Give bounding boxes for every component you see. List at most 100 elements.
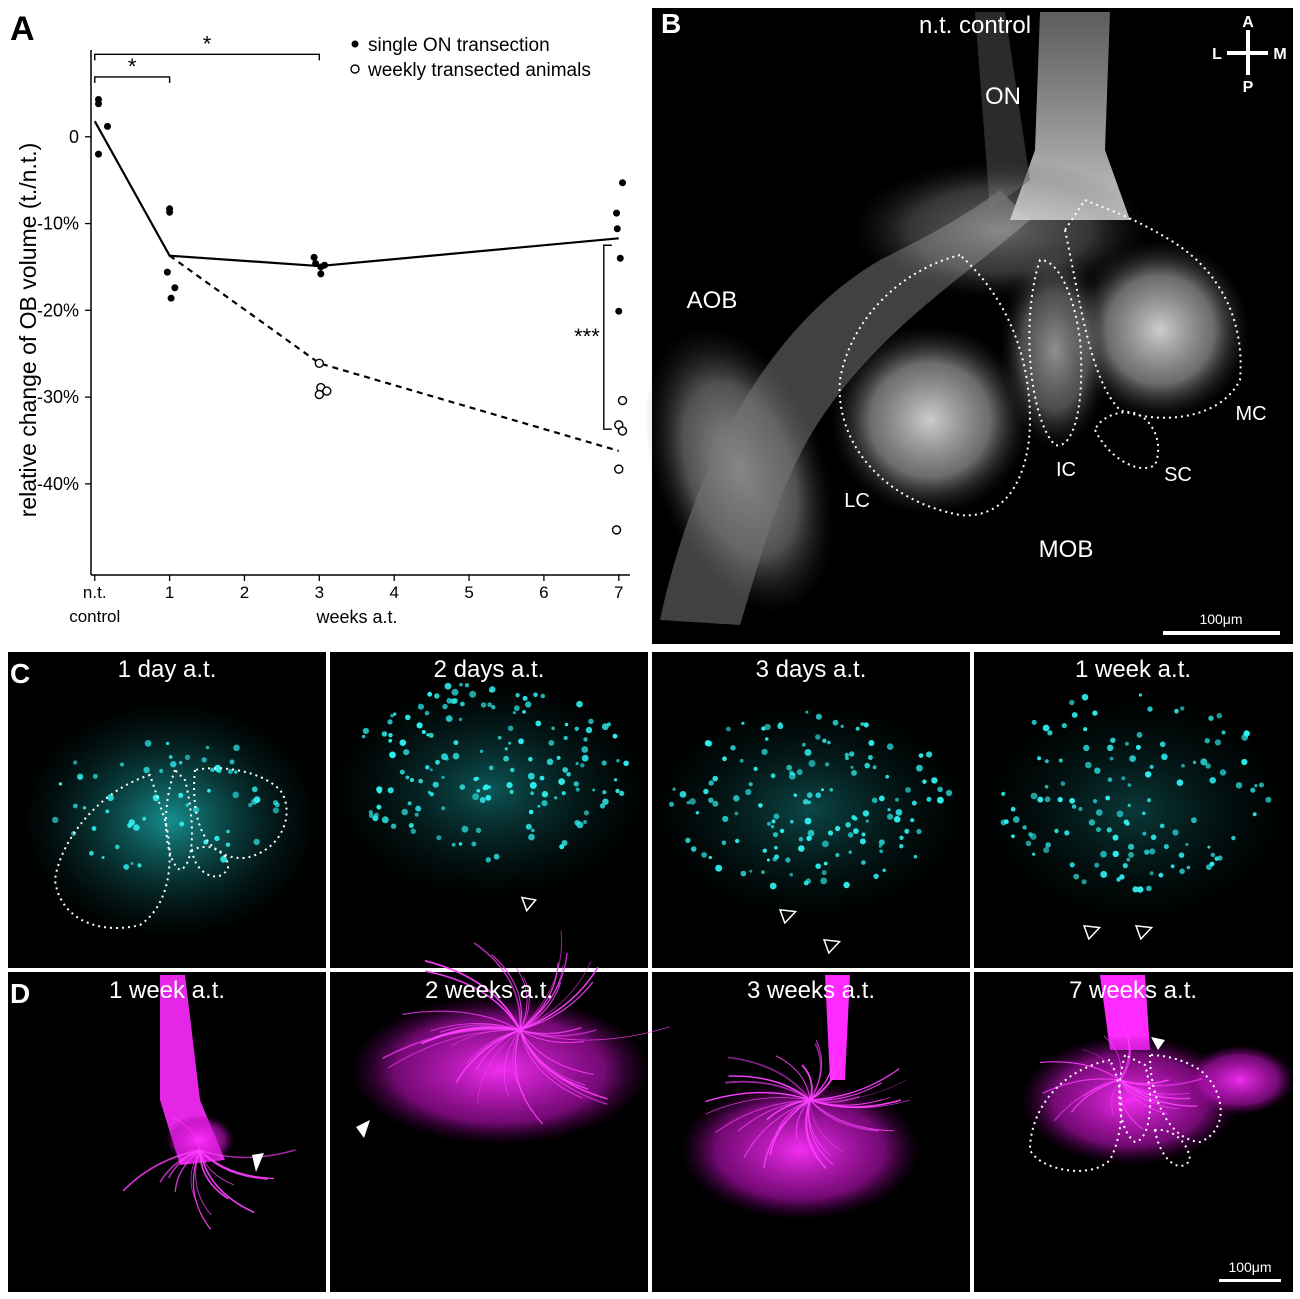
x-tick-label: control <box>69 607 120 626</box>
cyan-cell <box>525 701 532 708</box>
cyan-cell <box>405 714 411 721</box>
cyan-cell <box>1209 862 1214 866</box>
cyan-cell <box>820 877 828 885</box>
cyan-cell <box>251 786 258 793</box>
magenta-fiber <box>424 959 521 1031</box>
cyan-cell <box>1037 796 1044 803</box>
cyan-cell <box>1216 712 1223 719</box>
arrowhead-filled <box>252 1153 264 1172</box>
d4-mc-outline <box>1148 1053 1222 1144</box>
cyan-cell <box>904 828 910 834</box>
cyan-cell <box>789 770 794 776</box>
cyan-cell <box>905 787 911 793</box>
cyan-cell <box>556 755 561 760</box>
cyan-cell <box>721 840 727 846</box>
cyan-cell <box>1186 865 1191 870</box>
cyan-cell <box>1047 730 1053 736</box>
magenta-fiber <box>516 968 528 1031</box>
legend-marker-filled <box>351 40 359 48</box>
cyan-cell <box>533 692 538 698</box>
cyan-cell <box>445 715 453 722</box>
cyan-cell <box>862 810 870 817</box>
cyan-cell <box>945 789 953 797</box>
cyan-cell <box>1069 862 1075 868</box>
cyan-cell <box>436 835 442 841</box>
cyan-cell <box>1231 835 1236 841</box>
significance-bracket <box>94 53 321 61</box>
cyan-cell <box>825 762 830 767</box>
magenta-fiber <box>519 1026 582 1035</box>
cyan-cell <box>1081 879 1087 885</box>
cyan-cell <box>475 827 482 834</box>
cyan-cell <box>1100 850 1107 858</box>
data-point-single <box>615 307 623 315</box>
cyan-cell <box>452 752 460 760</box>
cyan-cell <box>1025 840 1032 847</box>
data-point-single <box>321 261 329 269</box>
x-tick-label: 2 <box>240 583 249 602</box>
cyan-cell <box>761 726 766 731</box>
y-tick-label: -10% <box>37 214 79 234</box>
cyan-cell <box>735 838 740 844</box>
cyan-cell <box>715 864 723 872</box>
cyan-cell <box>804 817 812 825</box>
cyan-cell <box>72 803 78 809</box>
cyan-cell <box>479 797 486 803</box>
cyan-cell <box>1259 782 1264 788</box>
cyan-cell <box>1138 693 1142 697</box>
cyan-cell <box>115 844 120 850</box>
magenta-fiber <box>715 1099 811 1134</box>
label-aob: AOB <box>687 287 738 314</box>
cyan-cell <box>1241 758 1248 766</box>
cyan-cell <box>1127 783 1132 787</box>
cyan-cell <box>444 682 452 690</box>
magenta-fiber <box>1081 1048 1121 1081</box>
cyan-cell <box>527 772 535 780</box>
cyan-cell <box>822 738 827 743</box>
cyan-cell <box>461 825 469 833</box>
cyan-cell <box>390 823 397 829</box>
d4-outlines <box>1028 1053 1222 1172</box>
x-tick-label: 5 <box>464 583 473 602</box>
cyan-cell <box>851 770 857 776</box>
cyan-cell <box>205 745 210 750</box>
magenta-fiber <box>778 1099 811 1130</box>
x-tick-label: 3 <box>315 583 324 602</box>
lc-outline <box>838 253 1032 517</box>
magenta-fiber <box>519 962 559 1031</box>
magenta-fibers <box>122 930 1203 1230</box>
legend-label-weekly: weekly transected animals <box>367 60 591 81</box>
cyan-cell <box>1129 755 1136 762</box>
cyan-cell <box>762 848 767 853</box>
cyan-cell <box>774 854 780 860</box>
cyan-cell <box>128 819 135 826</box>
cyan-cell <box>92 773 98 779</box>
compass-l: L <box>1212 46 1222 63</box>
cyan-cell <box>585 726 593 734</box>
lc-glow <box>830 325 1030 515</box>
cyan-cell <box>726 726 731 732</box>
cyan-cell <box>442 703 448 710</box>
cyan-cell <box>583 737 588 742</box>
cyan-cell <box>488 765 494 771</box>
cyan-cell <box>1172 829 1179 836</box>
magenta-fiber <box>388 1029 521 1069</box>
cyan-cell <box>1064 830 1070 836</box>
series-line-single <box>93 120 619 268</box>
cyan-cell <box>616 759 620 763</box>
cyan-cell <box>541 791 549 798</box>
cyan-cell <box>887 813 894 820</box>
cyan-cell <box>851 815 856 820</box>
cyan-cell <box>1221 730 1226 735</box>
magenta-fiber <box>809 1098 883 1106</box>
cyan-cell <box>518 738 524 745</box>
cyan-cell <box>761 870 765 874</box>
cyan-cell <box>804 749 812 756</box>
cyan-cell <box>401 808 409 816</box>
cyan-cell <box>815 713 822 720</box>
cyan-cell <box>829 788 834 792</box>
significance-label: *** <box>574 324 600 349</box>
cyan-cell <box>815 792 822 798</box>
cyan-cell <box>1069 797 1075 804</box>
cyan-cell <box>1060 781 1066 786</box>
